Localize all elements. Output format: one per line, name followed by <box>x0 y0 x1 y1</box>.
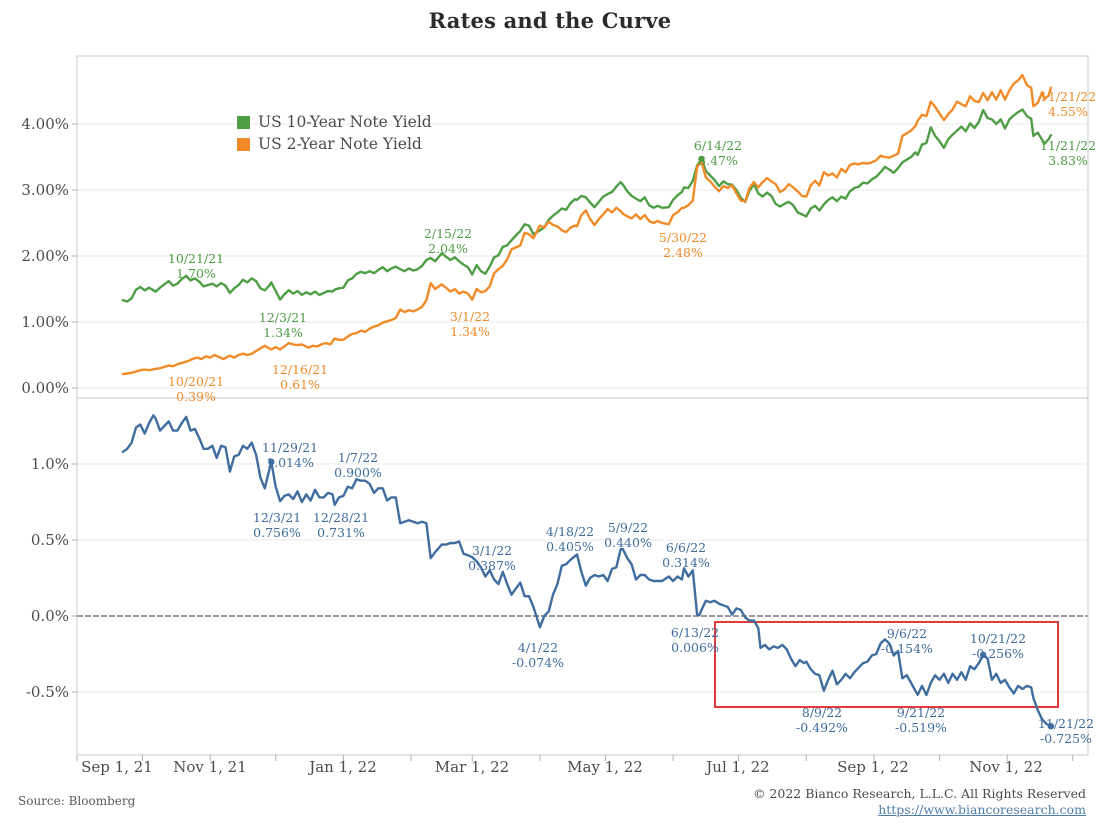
annotation-date: 2/15/22 <box>424 226 472 241</box>
website-link[interactable]: https://www.biancoresearch.com <box>878 802 1086 817</box>
annotation-date: 11/21/22 <box>1038 716 1094 731</box>
annotation-date: 10/21/22 <box>970 631 1026 646</box>
annotation-date: 6/6/22 <box>666 540 706 555</box>
annotation-value: 1.70% <box>176 266 216 281</box>
x-axis-label: Sep 1, 22 <box>837 758 909 776</box>
copyright-block: © 2022 Bianco Research, L.L.C. All Right… <box>753 786 1086 818</box>
annotation-date: 6/14/22 <box>694 138 742 153</box>
annotation-value: -0.492% <box>796 720 848 735</box>
legend-label: US 10-Year Note Yield <box>258 113 432 131</box>
annotation-value: -0.256% <box>972 646 1024 661</box>
chart-title: Rates and the Curve <box>428 8 672 33</box>
annotation-date: 5/9/22 <box>608 520 648 535</box>
annotation-value: 4.55% <box>1048 104 1088 119</box>
legend-item-2-year: US 2-Year Note Yield <box>237 133 432 155</box>
y-axis-label: 2.00% <box>21 247 69 265</box>
x-axis-label: Mar 1, 22 <box>435 758 509 776</box>
annotation-date: 1/7/22 <box>338 450 378 465</box>
legend-swatch-green <box>237 115 250 129</box>
annotation-date: 9/6/22 <box>887 626 927 641</box>
y-axis-label: -0.5% <box>26 683 69 701</box>
annotation-date: 11/29/21 <box>262 440 318 455</box>
x-axis-label: Jul 1, 22 <box>704 758 769 776</box>
annotation-value: -0.519% <box>895 720 947 735</box>
series-line-us-10-year-note-yield <box>121 108 1053 303</box>
annotation-date: 10/21/21 <box>168 251 224 266</box>
x-axis-label: May 1, 22 <box>567 758 643 776</box>
legend: US 10-Year Note Yield US 2-Year Note Yie… <box>237 111 432 155</box>
panel-border <box>76 55 1089 756</box>
y-axis-label: 1.00% <box>21 313 69 331</box>
annotation-dot <box>268 458 275 466</box>
annotation-value: 3.83% <box>1048 153 1088 168</box>
annotation-date: 11/21/22 <box>1040 138 1096 153</box>
y-axis-label: 0.5% <box>31 531 69 549</box>
annotation-value: 2.04% <box>428 241 468 256</box>
annotation-value: 0.405% <box>546 539 594 554</box>
annotation-dot <box>1047 723 1055 730</box>
annotation-value: 3.47% <box>698 153 738 168</box>
annotation-value: 0.731% <box>317 525 365 540</box>
annotation-date: 8/9/22 <box>802 705 842 720</box>
y-axis-label: 0.00% <box>21 379 69 397</box>
annotation-date: 3/1/22 <box>450 309 490 324</box>
y-axis-label: 3.00% <box>21 181 69 199</box>
annotation-value: 1.34% <box>450 324 490 339</box>
annotation-value: 0.900% <box>334 465 382 480</box>
annotation-value: 1.014% <box>266 455 314 470</box>
x-axis-label: Sep 1, 21 <box>81 758 153 776</box>
annotation-value: 0.39% <box>176 389 216 404</box>
y-axis-label: 4.00% <box>21 115 69 133</box>
annotation-date: 12/16/21 <box>272 362 328 377</box>
annotation-date: 6/13/22 <box>671 625 719 640</box>
copyright-text: © 2022 Bianco Research, L.L.C. All Right… <box>752 786 1086 801</box>
annotation-value: -0.725% <box>1040 731 1092 746</box>
annotation-value: 0.61% <box>280 377 320 392</box>
annotation-value: 0.440% <box>604 535 652 550</box>
annotation-date: 11/21/22 <box>1040 89 1096 104</box>
x-axis-label: Jan 1, 22 <box>307 758 377 776</box>
annotation-date: 12/3/21 <box>253 510 301 525</box>
annotation-date: 12/28/21 <box>313 510 369 525</box>
annotation-date: 9/21/22 <box>897 705 945 720</box>
annotation-value: 0.387% <box>468 558 516 573</box>
annotation-dot <box>979 651 987 659</box>
annotation-value: 1.34% <box>263 325 303 340</box>
annotation-value: 0.314% <box>662 555 710 570</box>
x-axis-label: Nov 1, 22 <box>969 758 1043 776</box>
annotation-date: 4/18/22 <box>546 524 594 539</box>
series-line-10-year-minus-2-year-yield-spread <box>121 414 1053 728</box>
source-note: Source: Bloomberg <box>18 794 136 808</box>
annotation-value: 0.006% <box>671 640 719 655</box>
annotation-value: -0.154% <box>881 641 933 656</box>
y-axis-label: 0.0% <box>31 607 69 625</box>
annotation-date: 5/30/22 <box>659 230 707 245</box>
annotation-value: 0.756% <box>253 525 301 540</box>
annotation-date: 4/1/22 <box>518 640 558 655</box>
legend-label: US 2-Year Note Yield <box>258 135 422 153</box>
annotation-dot <box>698 155 705 163</box>
legend-swatch-orange <box>237 137 250 151</box>
annotation-value: 2.48% <box>663 245 703 260</box>
annotation-date: 10/20/21 <box>168 374 224 389</box>
series-line-us-2-year-note-yield <box>121 73 1053 376</box>
annotation-value: -0.074% <box>512 655 564 670</box>
annotation-date: 3/1/22 <box>472 543 512 558</box>
legend-item-10-year: US 10-Year Note Yield <box>237 111 432 133</box>
x-axis-label: Nov 1, 21 <box>173 758 247 776</box>
y-axis-label: 1.0% <box>31 455 69 473</box>
annotation-date: 12/3/21 <box>259 310 307 325</box>
inversion-highlight-box <box>714 621 1059 708</box>
